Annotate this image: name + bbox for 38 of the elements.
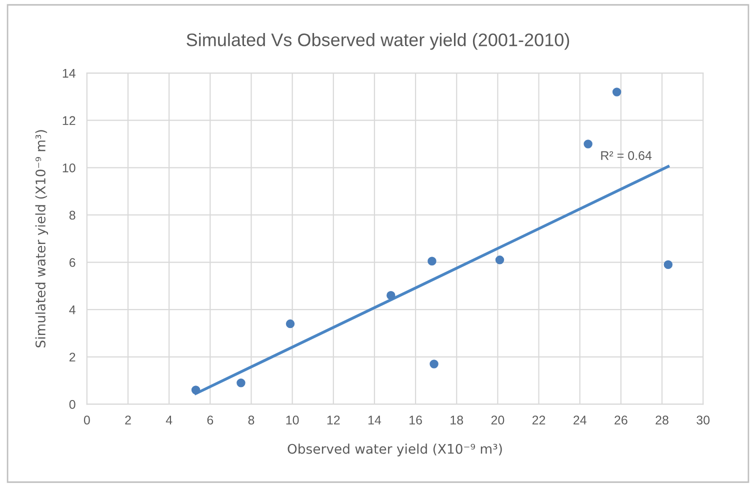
point <box>664 260 673 270</box>
x-tick-label: 18 <box>450 416 464 425</box>
annotation: R² = 0.64 <box>601 151 652 160</box>
x-tick-label: 10 <box>286 416 299 425</box>
y-axis-title: Simulated water yield (X10⁻⁹ m³) <box>35 130 48 348</box>
x-axis-title: Observed water yield (X10⁻⁹ m³) <box>288 444 502 456</box>
x-tick-label: 12 <box>327 416 340 424</box>
x-tick-label: 4 <box>166 416 172 424</box>
x-tick-label: 6 <box>207 416 214 425</box>
point <box>386 291 396 300</box>
y-tick-label: 6 <box>70 258 76 267</box>
point <box>430 360 438 368</box>
y-tick-label: 0 <box>69 400 76 409</box>
y-tick-label: 4 <box>69 306 76 314</box>
point <box>612 88 622 96</box>
x-tick-label: 28 <box>656 416 668 425</box>
point <box>428 256 436 266</box>
x-tick-label: 26 <box>614 416 628 425</box>
x-tick-label: 24 <box>574 416 586 424</box>
chart-title: Simulated Vs Observed water yield (2001-2010) <box>186 32 570 50</box>
y-tick-label: 10 <box>62 163 76 172</box>
point <box>584 140 592 148</box>
y-tick-label: 8 <box>69 210 76 220</box>
x-tick-label: 8 <box>248 416 254 425</box>
y-tick-label: 14 <box>62 68 76 78</box>
point <box>495 256 504 264</box>
x-tick-label: 0 <box>84 416 90 425</box>
y-tick-label: 12 <box>62 116 76 125</box>
point <box>191 386 200 394</box>
point <box>286 319 295 328</box>
x-tick-label: 20 <box>491 416 504 425</box>
y-tick-label: 2 <box>70 352 76 362</box>
x-tick-label: 30 <box>696 416 710 425</box>
x-tick-label: 22 <box>532 416 546 424</box>
x-tick-label: 16 <box>410 416 422 425</box>
x-tick-label: 14 <box>368 416 382 424</box>
point <box>236 378 246 388</box>
x-tick-label: 2 <box>125 416 131 424</box>
